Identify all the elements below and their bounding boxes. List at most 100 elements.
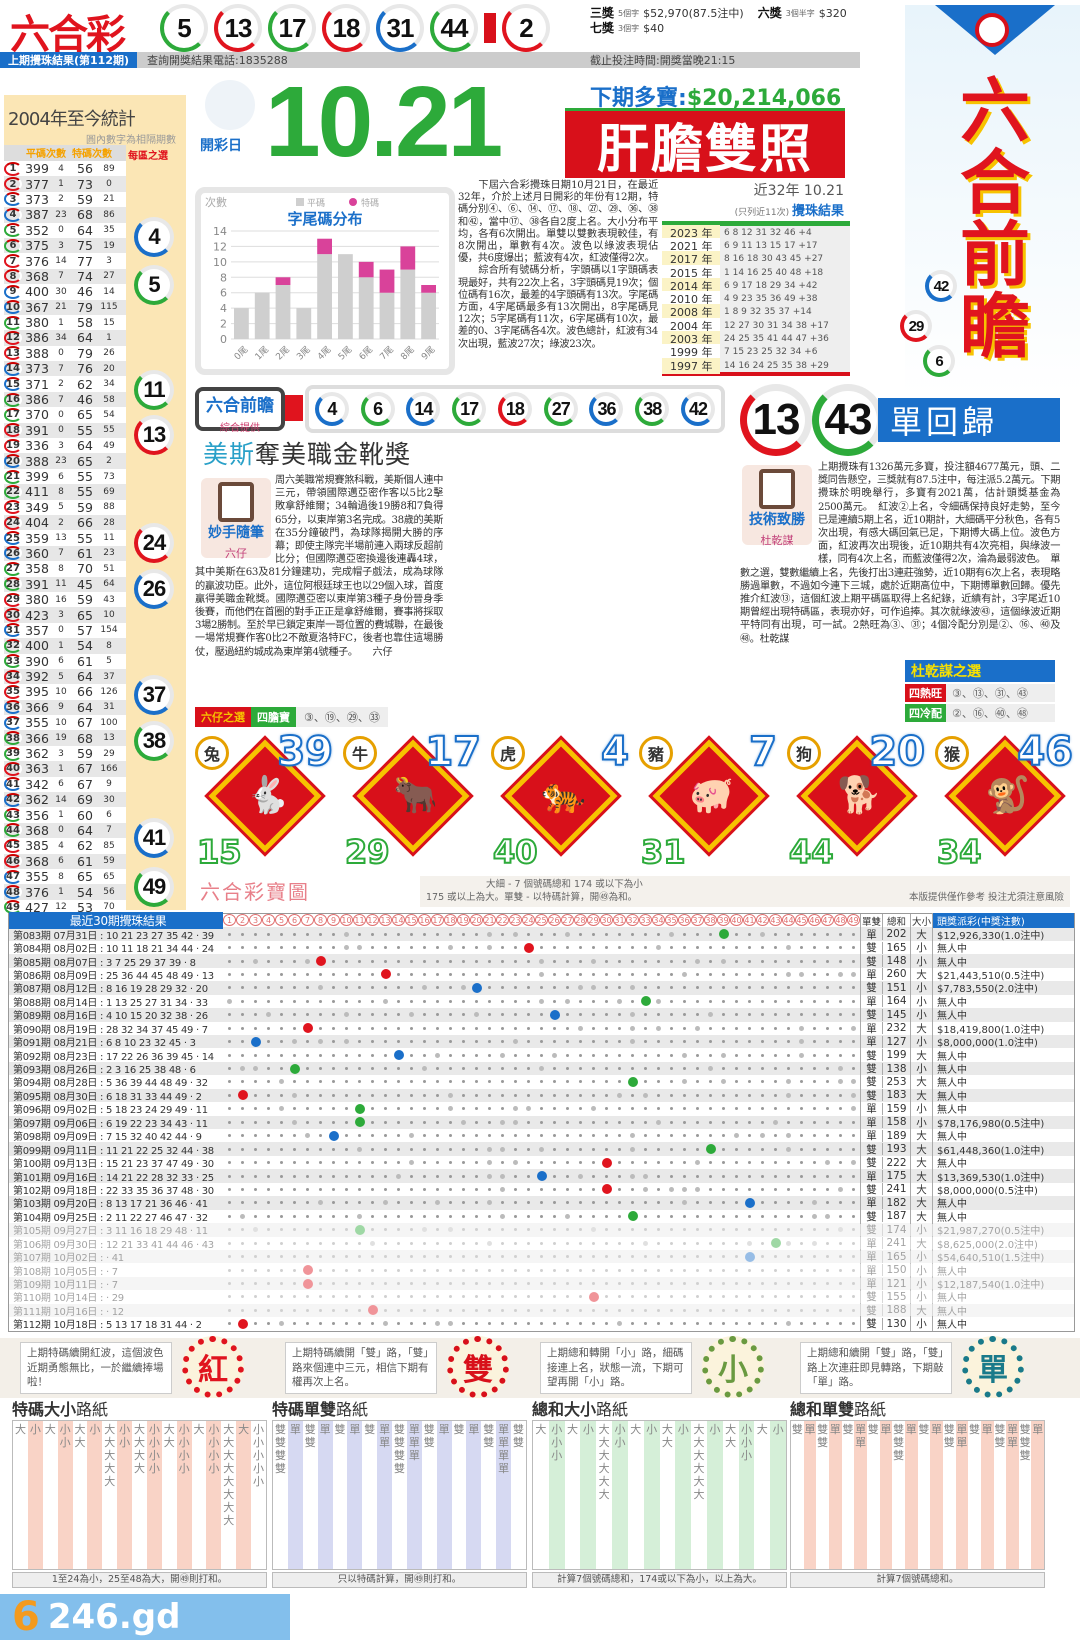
section-title: 六合彩寶圖: [200, 880, 310, 904]
grid-cell: [379, 1062, 392, 1075]
dot: [423, 1026, 426, 1030]
grid-cell: [327, 1317, 340, 1330]
special-gap: 73: [103, 471, 115, 482]
grid-cell: [548, 1223, 561, 1236]
road-column: 大: [533, 1421, 549, 1569]
grid-cell: [340, 1237, 353, 1250]
road-column: 雙雙: [943, 1421, 956, 1569]
grid-cell: [496, 1183, 509, 1196]
dot: [280, 1040, 283, 1044]
dot: [267, 959, 270, 963]
grid-cell: [275, 941, 288, 954]
dot: [540, 1026, 543, 1030]
dot: [748, 1040, 751, 1044]
grid-cell: [262, 968, 275, 981]
dot: [657, 1322, 660, 1326]
dot: [435, 1321, 440, 1327]
dot: [709, 1322, 712, 1326]
regular-count: 373: [25, 191, 49, 207]
grid-cell: [418, 1277, 431, 1290]
grid-cell: [678, 1250, 691, 1263]
road-footnote: 只以特碼計算，開㊾則打和。: [272, 1572, 527, 1588]
grid-cell: [639, 1250, 652, 1263]
dot: [553, 959, 556, 963]
payout: 無人中: [932, 1302, 1074, 1318]
grid-cell: [613, 1183, 626, 1196]
road-mark: 大: [661, 1436, 673, 1449]
dot: [423, 1295, 426, 1299]
dot: [774, 1040, 777, 1044]
dot: [682, 971, 687, 977]
zodiac-name: 牛: [343, 736, 377, 770]
dot: [267, 1187, 270, 1191]
dot: [800, 1241, 803, 1245]
dot: [774, 1107, 777, 1111]
road-column: 小小: [117, 1421, 132, 1569]
column-number: 46: [808, 914, 821, 926]
road-mark: 小: [740, 1436, 752, 1449]
stats-row: 12 386 34 64 1: [4, 330, 126, 346]
grid-cell: [444, 1102, 457, 1115]
dot: [371, 1026, 374, 1030]
regular-gap: 0: [58, 225, 64, 236]
grid-cell: [834, 1075, 847, 1088]
grid-cell: [314, 1317, 327, 1330]
dot: [813, 1053, 816, 1057]
road-mark: 單: [829, 1423, 841, 1436]
dot: [267, 1147, 270, 1151]
grid-cell: [483, 1048, 496, 1061]
dot: [553, 1040, 556, 1044]
grid-cell: [665, 1196, 678, 1209]
dot: [383, 1200, 388, 1206]
grid-cell: [249, 1304, 262, 1317]
dot: [514, 986, 517, 990]
grid-cell: [535, 1075, 548, 1088]
grid-cell: [756, 1089, 769, 1102]
grid-cell: [353, 1022, 366, 1035]
dot: [618, 1107, 621, 1111]
grid-cell: [834, 1277, 847, 1290]
dot: [826, 1268, 829, 1272]
grid-cell: [821, 1290, 834, 1303]
grid-cell: [223, 1223, 236, 1236]
sum: 158: [882, 1116, 910, 1129]
dot: [267, 1268, 270, 1272]
road-mark: 單: [349, 1423, 361, 1436]
grid-cell: [756, 1250, 769, 1263]
grid-cell: [574, 1008, 587, 1021]
result-row: 第106期 09月30日 : 12 21 33 41 44 46 · 43 單 24…: [9, 1235, 1074, 1251]
dot: [487, 1146, 492, 1152]
bar-平碼: [234, 308, 249, 339]
special-marker-icon: [484, 13, 496, 43]
number-grid: [223, 1156, 860, 1169]
dot: [787, 1187, 790, 1191]
grid-cell: [795, 1116, 808, 1129]
grid-cell: [392, 1304, 405, 1317]
grid-cell: [275, 1116, 288, 1129]
dot: [722, 1255, 725, 1259]
grid-cell: [730, 1156, 743, 1169]
dot: [514, 1214, 517, 1218]
grid-cell: [418, 981, 431, 994]
dot: [852, 1255, 855, 1259]
col-odd-even: 單雙: [860, 913, 882, 928]
dot: [514, 1255, 517, 1259]
grid-cell: [665, 927, 678, 940]
sum: 145: [882, 1008, 910, 1021]
grid-cell: [548, 1196, 561, 1209]
special-count: 67: [77, 776, 93, 792]
dot: [592, 1255, 595, 1259]
grid-cell: [509, 1237, 522, 1250]
grid-cell: [600, 1156, 613, 1169]
grid-cell: [613, 1210, 626, 1223]
special-gap: 65: [103, 871, 115, 882]
grid-cell: [561, 1008, 574, 1021]
dot: [852, 999, 855, 1003]
dot: [397, 1026, 400, 1030]
grid-cell: [821, 968, 834, 981]
dot: [539, 1146, 544, 1152]
dot: [436, 1228, 439, 1232]
dot: [423, 1013, 426, 1017]
special-gap: 26: [103, 348, 115, 359]
number-ball: 20: [4, 454, 22, 469]
